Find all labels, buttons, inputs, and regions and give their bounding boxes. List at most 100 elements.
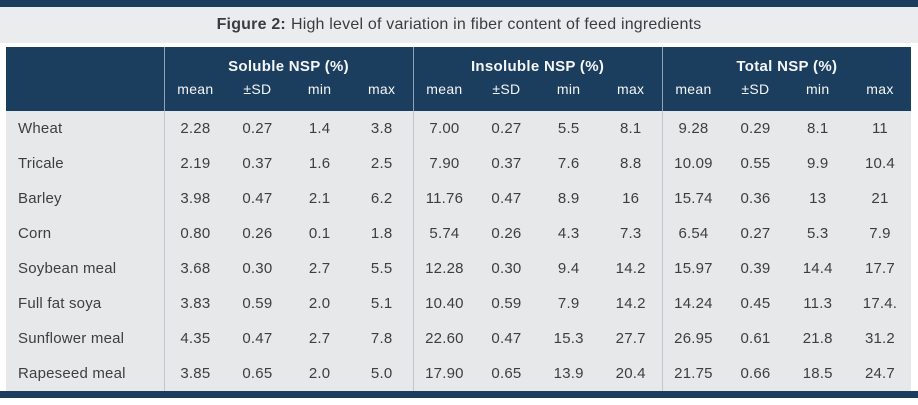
data-cell: 17.90 bbox=[412, 356, 476, 391]
data-cell: 0.65 bbox=[475, 356, 538, 391]
data-cell: 3.68 bbox=[163, 251, 227, 286]
data-cell: 0.45 bbox=[724, 286, 787, 321]
sub-header-mean: mean bbox=[412, 81, 476, 111]
sub-header-mean: mean bbox=[163, 81, 227, 111]
data-cell: 20.4 bbox=[599, 356, 663, 391]
sub-header-sd: ±SD bbox=[475, 81, 538, 111]
row-label: Sunflower meal bbox=[6, 321, 164, 356]
data-cell: 12.28 bbox=[412, 251, 476, 286]
group-header-row: Soluble NSP (%) Insoluble NSP (%) Total … bbox=[6, 47, 912, 111]
data-cell: 8.1 bbox=[786, 111, 849, 146]
data-cell: 14.24 bbox=[661, 286, 725, 321]
data-cell: 11.3 bbox=[786, 286, 849, 321]
data-cell: 0.27 bbox=[724, 216, 787, 251]
data-cell: 13.9 bbox=[537, 356, 600, 391]
table-row-rapeseed-meal: Rapeseed meal 3.85 0.65 2.0 5.0 17.90 0.… bbox=[6, 356, 912, 391]
data-cell: 11 bbox=[848, 111, 912, 146]
data-cell: 24.7 bbox=[848, 356, 912, 391]
data-cell: 14.4 bbox=[786, 251, 849, 286]
data-cell: 0.61 bbox=[724, 321, 787, 356]
data-cell: 15.3 bbox=[537, 321, 600, 356]
row-label: Full fat soya bbox=[6, 286, 164, 321]
data-cell: 13 bbox=[786, 181, 849, 216]
data-cell: 9.28 bbox=[661, 111, 725, 146]
sub-header-max: max bbox=[848, 81, 912, 111]
data-cell: 0.65 bbox=[226, 356, 289, 391]
sub-header-min: min bbox=[537, 81, 600, 111]
data-cell: 0.59 bbox=[475, 286, 538, 321]
data-cell: 0.27 bbox=[226, 111, 289, 146]
data-cell: 2.5 bbox=[350, 146, 414, 181]
data-cell: 21 bbox=[848, 181, 912, 216]
row-label: Wheat bbox=[6, 111, 164, 146]
sub-header-row: mean ±SD min max mean ±SD min max mean ±… bbox=[6, 81, 912, 111]
top-accent-bar bbox=[0, 0, 918, 7]
data-cell: 7.6 bbox=[537, 146, 600, 181]
data-cell: 2.19 bbox=[163, 146, 227, 181]
data-cell: 2.0 bbox=[288, 286, 351, 321]
group-header-total: Total NSP (%) bbox=[661, 47, 912, 81]
data-cell: 0.59 bbox=[226, 286, 289, 321]
spacer bbox=[0, 43, 918, 47]
data-cell: 7.3 bbox=[599, 216, 663, 251]
data-cell: 3.85 bbox=[163, 356, 227, 391]
figure-caption-text: High level of variation in fiber content… bbox=[290, 16, 702, 33]
data-cell: 1.6 bbox=[288, 146, 351, 181]
table-row-sunflower-meal: Sunflower meal 4.35 0.47 2.7 7.8 22.60 0… bbox=[6, 321, 912, 356]
figure-caption-label: Figure 2: bbox=[216, 16, 286, 33]
table-row-wheat: Wheat 2.28 0.27 1.4 3.8 7.00 0.27 5.5 8.… bbox=[6, 111, 912, 146]
data-cell: 7.9 bbox=[848, 216, 912, 251]
data-cell: 0.29 bbox=[724, 111, 787, 146]
data-cell: 31.2 bbox=[848, 321, 912, 356]
sub-header-min: min bbox=[786, 81, 849, 111]
group-header-insoluble: Insoluble NSP (%) bbox=[412, 47, 663, 81]
data-cell: 10.40 bbox=[412, 286, 476, 321]
data-cell: 21.8 bbox=[786, 321, 849, 356]
data-cell: 4.3 bbox=[537, 216, 600, 251]
data-cell: 0.47 bbox=[475, 321, 538, 356]
row-label: Soybean meal bbox=[6, 251, 164, 286]
sub-header-max: max bbox=[599, 81, 663, 111]
data-cell: 0.1 bbox=[288, 216, 351, 251]
data-cell: 5.3 bbox=[786, 216, 849, 251]
sub-header-min: min bbox=[288, 81, 351, 111]
data-cell: 5.5 bbox=[350, 251, 414, 286]
data-cell: 2.0 bbox=[288, 356, 351, 391]
data-cell: 0.55 bbox=[724, 146, 787, 181]
data-cell: 14.2 bbox=[599, 251, 663, 286]
data-cell: 0.27 bbox=[475, 111, 538, 146]
data-cell: 8.8 bbox=[599, 146, 663, 181]
data-cell: 0.47 bbox=[226, 181, 289, 216]
sub-header-max: max bbox=[350, 81, 414, 111]
data-cell: 22.60 bbox=[412, 321, 476, 356]
row-label: Barley bbox=[6, 181, 164, 216]
data-cell: 18.5 bbox=[786, 356, 849, 391]
data-cell: 0.66 bbox=[724, 356, 787, 391]
data-cell: 10.09 bbox=[661, 146, 725, 181]
data-cell: 0.37 bbox=[475, 146, 538, 181]
data-cell: 0.47 bbox=[475, 181, 538, 216]
data-cell: 7.90 bbox=[412, 146, 476, 181]
data-cell: 16 bbox=[599, 181, 663, 216]
data-cell: 11.76 bbox=[412, 181, 476, 216]
data-cell: 6.2 bbox=[350, 181, 414, 216]
data-cell: 26.95 bbox=[661, 321, 725, 356]
data-cell: 2.28 bbox=[163, 111, 227, 146]
table-row-corn: Corn 0.80 0.26 0.1 1.8 5.74 0.26 4.3 7.3… bbox=[6, 216, 912, 251]
data-cell: 14.2 bbox=[599, 286, 663, 321]
data-cell: 8.9 bbox=[537, 181, 600, 216]
data-cell: 0.36 bbox=[724, 181, 787, 216]
data-cell: 3.98 bbox=[163, 181, 227, 216]
data-cell: 15.74 bbox=[661, 181, 725, 216]
table-row-barley: Barley 3.98 0.47 2.1 6.2 11.76 0.47 8.9 … bbox=[6, 181, 912, 216]
data-cell: 0.30 bbox=[475, 251, 538, 286]
bottom-accent-bar bbox=[0, 391, 918, 398]
feed-ingredient-nsp-table: Soluble NSP (%) Insoluble NSP (%) Total … bbox=[6, 47, 912, 391]
sub-header-sd: ±SD bbox=[724, 81, 787, 111]
data-cell: 7.8 bbox=[350, 321, 414, 356]
data-cell: 5.74 bbox=[412, 216, 476, 251]
row-label: Corn bbox=[6, 216, 164, 251]
data-cell: 2.7 bbox=[288, 321, 351, 356]
data-cell: 3.83 bbox=[163, 286, 227, 321]
table-row-tricale: Tricale 2.19 0.37 1.6 2.5 7.90 0.37 7.6 … bbox=[6, 146, 912, 181]
